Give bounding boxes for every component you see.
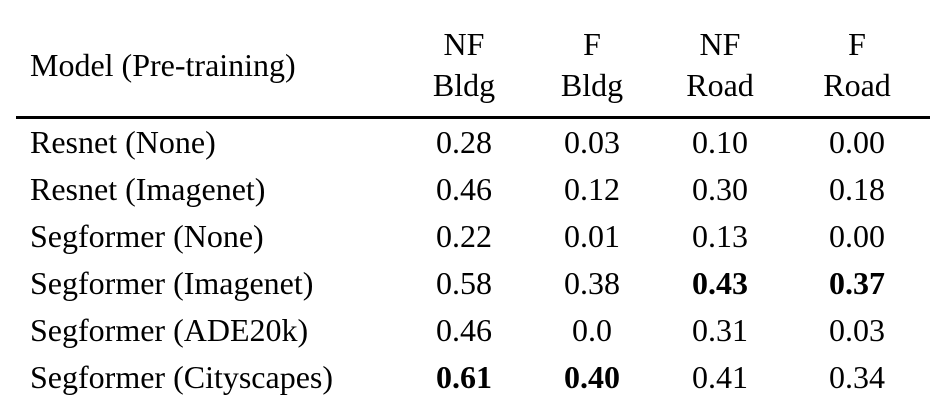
model-cell: Segformer (Cityscapes): [30, 359, 334, 395]
column-header-nf-road: NF Road: [656, 12, 784, 119]
value-cell: 0.40: [564, 359, 620, 395]
table-row: Segformer (Cityscapes) 0.61 0.40 0.41 0.…: [16, 354, 930, 401]
value-cell: 0.58: [436, 265, 492, 301]
value-cell: 0.10: [692, 124, 748, 160]
value-cell: 0.46: [436, 171, 492, 207]
value-cell: 0.41: [692, 359, 748, 395]
value-cell: 0.38: [564, 265, 620, 301]
value-cell: 0.31: [692, 312, 748, 348]
table-row: Segformer (Imagenet) 0.58 0.38 0.43 0.37: [16, 260, 930, 307]
column-header-nf-bldg: NF Bldg: [400, 12, 528, 119]
table-row: Segformer (ADE20k) 0.46 0.0 0.31 0.03: [16, 307, 930, 354]
value-cell: 0.03: [564, 124, 620, 160]
table-row: Segformer (None) 0.22 0.01 0.13 0.00: [16, 213, 930, 260]
table-row: Resnet (None) 0.28 0.03 0.10 0.00: [16, 118, 930, 167]
value-cell: 0.13: [692, 218, 748, 254]
column-header-line2: Road: [686, 67, 754, 103]
column-header-line2: Bldg: [560, 67, 624, 103]
column-header-model: Model (Pre-training): [16, 12, 400, 119]
column-header-line2: Road: [823, 67, 891, 103]
column-header-line1: NF: [699, 26, 741, 62]
value-cell: 0.18: [829, 171, 885, 207]
table-header-row: Model (Pre-training) NF Bldg F Bldg NF R…: [16, 12, 930, 119]
column-header-line2: Bldg: [432, 67, 496, 103]
model-cell: Resnet (Imagenet): [30, 171, 266, 207]
value-cell: 0.34: [829, 359, 885, 395]
model-cell: Segformer (ADE20k): [30, 312, 309, 348]
value-cell: 0.03: [829, 312, 885, 348]
value-cell: 0.12: [564, 171, 620, 207]
column-header-line1: NF: [443, 26, 485, 62]
table-row: Resnet (Imagenet) 0.46 0.12 0.30 0.18: [16, 166, 930, 213]
value-cell: 0.00: [829, 124, 885, 160]
value-cell: 0.30: [692, 171, 748, 207]
column-header-line1: F: [583, 26, 601, 62]
column-header-line1: F: [848, 26, 866, 62]
value-cell: 0.46: [436, 312, 492, 348]
value-cell: 0.43: [692, 265, 748, 301]
value-cell: 0.28: [436, 124, 492, 160]
value-cell: 0.00: [829, 218, 885, 254]
value-cell: 0.37: [829, 265, 885, 301]
model-cell: Segformer (Imagenet): [30, 265, 314, 301]
model-cell: Segformer (None): [30, 218, 264, 254]
value-cell: 0.61: [436, 359, 492, 395]
column-header-f-road: F Road: [784, 12, 930, 119]
column-header-f-bldg: F Bldg: [528, 12, 656, 119]
value-cell: 0.0: [572, 312, 612, 348]
value-cell: 0.01: [564, 218, 620, 254]
model-cell: Resnet (None): [30, 124, 216, 160]
value-cell: 0.22: [436, 218, 492, 254]
results-table: Model (Pre-training) NF Bldg F Bldg NF R…: [16, 12, 930, 401]
